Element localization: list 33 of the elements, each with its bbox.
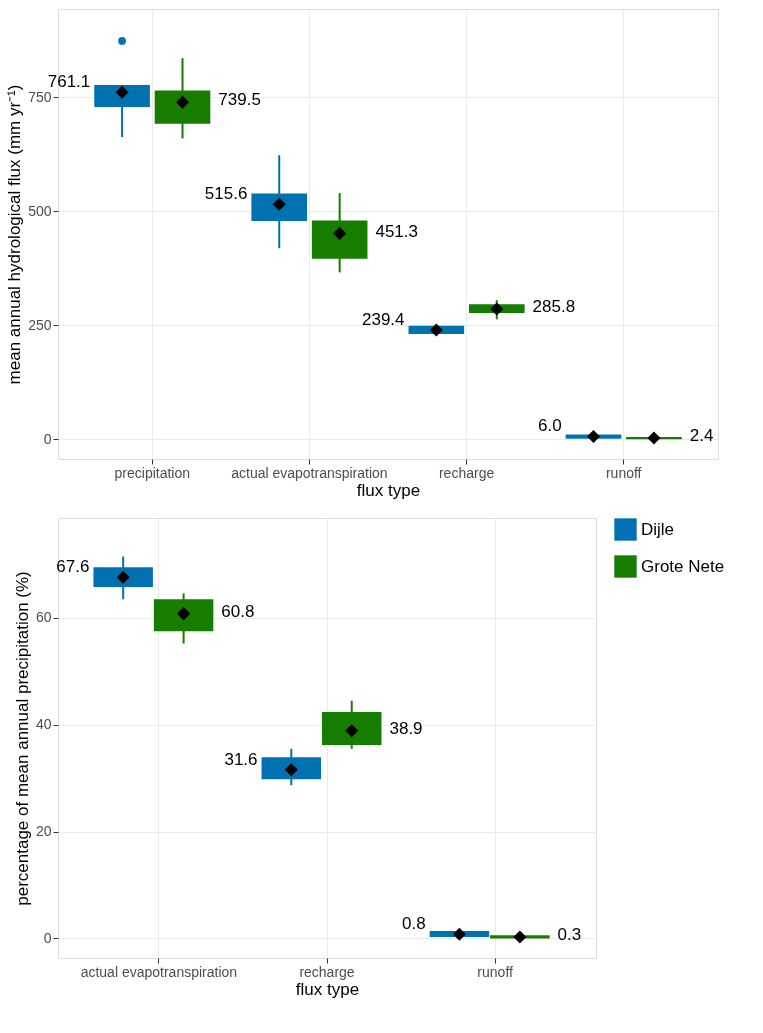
text: 515.6	[204, 184, 248, 204]
y-axis-title: mean annual hydrological flux (mm yr⁻¹)	[5, 84, 25, 385]
text: 0.8	[402, 914, 426, 934]
text: 451.3	[375, 221, 418, 241]
y-tick-label: 250	[28, 316, 52, 333]
legend-label: Grote Nete	[641, 556, 725, 576]
text: 739.5	[218, 90, 261, 110]
x-axis-title: flux type	[295, 979, 360, 999]
text: 6.0	[538, 416, 562, 436]
x-tick-label: runoff	[605, 464, 642, 481]
text: 60.8	[221, 601, 255, 621]
text: 31.6	[224, 749, 258, 769]
x-tick-label: actual evapotranspiration	[231, 464, 388, 481]
y-tick-label: 60	[35, 609, 52, 626]
text: 285.8	[532, 296, 576, 316]
text: 67.6	[56, 557, 90, 577]
legend-label: Dijle	[641, 519, 675, 539]
x-tick-label: recharge	[438, 464, 495, 481]
x-axis-title: flux type	[356, 480, 421, 500]
x-tick-label: recharge	[299, 963, 355, 980]
text: 239.4	[362, 310, 405, 330]
text: 38.9	[389, 718, 423, 738]
y-tick-label: 500	[28, 202, 52, 219]
y-axis-title: percentage of mean annual precipitation (%)	[12, 571, 32, 906]
y-tick-label: 40	[35, 716, 52, 733]
x-tick-label: actual evapotranspiration	[80, 963, 238, 980]
y-tick-label: 0	[43, 430, 52, 447]
x-tick-label: runoff	[477, 963, 514, 980]
x-tick-label: precipitation	[114, 464, 191, 481]
y-tick-label: 20	[35, 823, 52, 840]
text: 2.4	[689, 426, 714, 446]
text: 0.3	[557, 924, 582, 944]
y-tick-label: 0	[43, 930, 52, 946]
